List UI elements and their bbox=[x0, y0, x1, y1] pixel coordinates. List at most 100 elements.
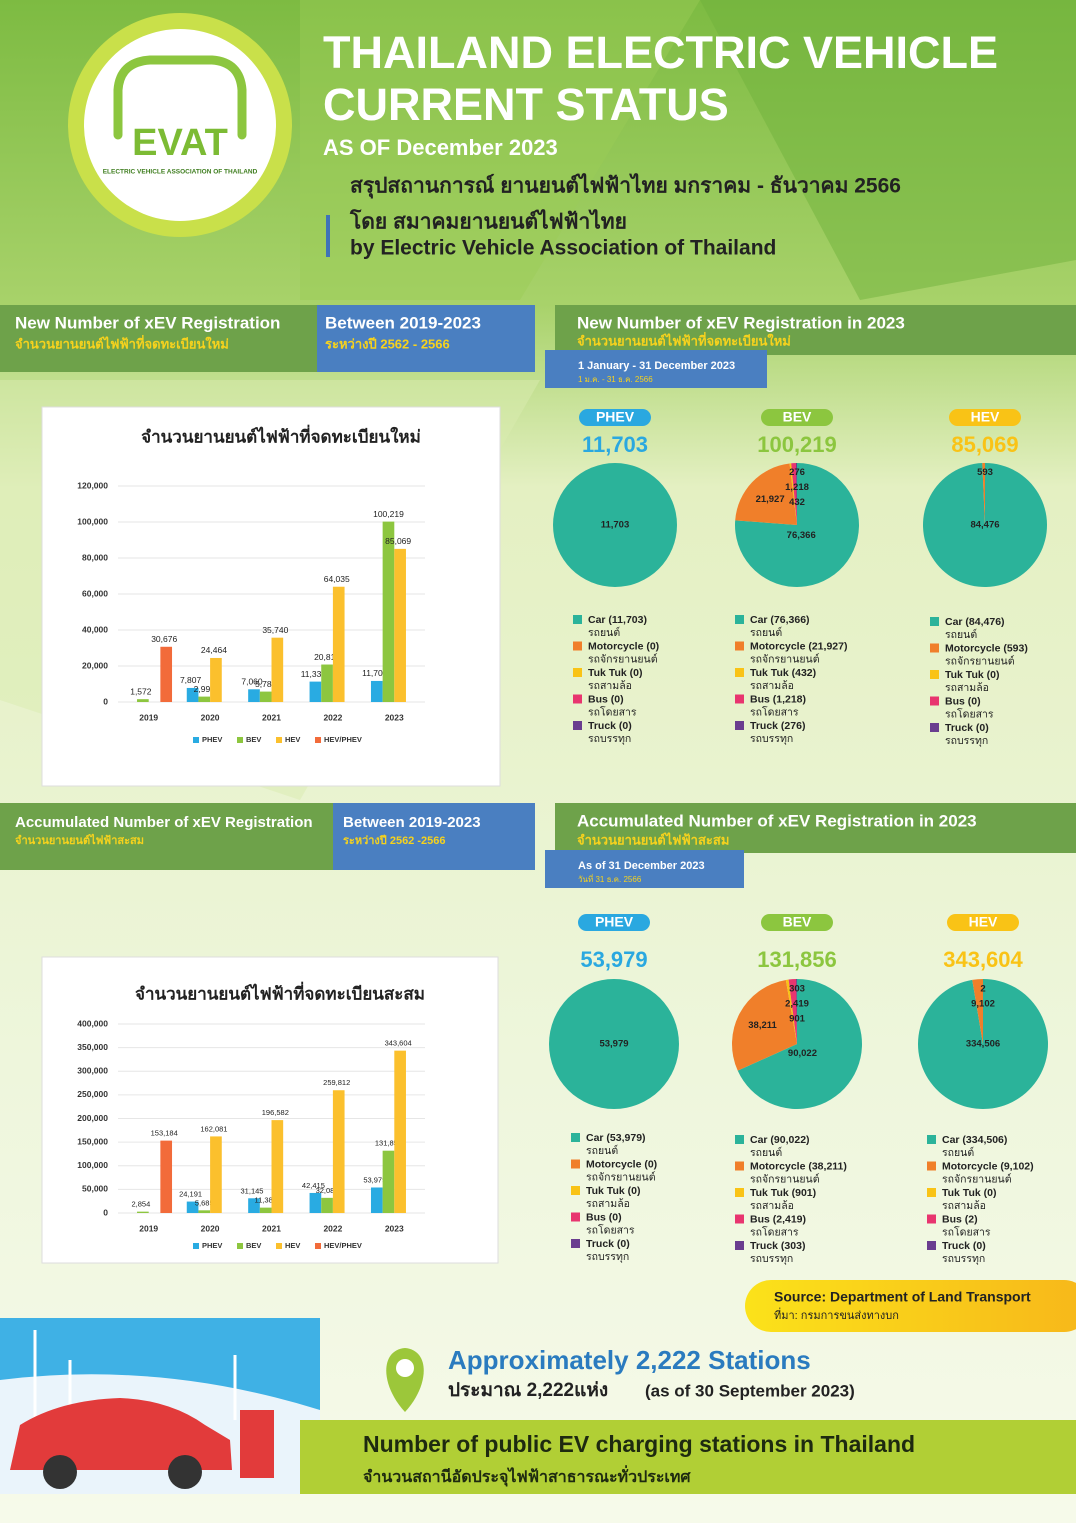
legend-label-th: รถบรรทุก bbox=[750, 733, 793, 745]
legend-swatch bbox=[571, 1133, 580, 1142]
slice-label: 76,366 bbox=[787, 530, 816, 541]
bar bbox=[198, 696, 211, 702]
legend-label: Tuk Tuk (432) bbox=[750, 667, 816, 679]
stations-title: Number of public EV charging stations in… bbox=[363, 1431, 915, 1457]
legend-swatch bbox=[735, 721, 744, 730]
legend-label-th: รถโดยสาร bbox=[586, 1223, 635, 1236]
slice-label: 334,506 bbox=[966, 1039, 1000, 1050]
section-sub: จำนวนยานยนต์ไฟฟ้าสะสม bbox=[577, 831, 729, 847]
legend-label: BEV bbox=[246, 1241, 261, 1250]
legend-label: Bus (1,218) bbox=[750, 693, 806, 705]
period-th: ระหว่างปี 2562 -2566 bbox=[343, 834, 446, 847]
y-tick-label: 0 bbox=[103, 696, 108, 706]
pie-slice bbox=[796, 979, 797, 1044]
logo-mark: EVAT bbox=[132, 122, 228, 164]
pie-slice bbox=[735, 463, 797, 525]
pie-slice bbox=[917, 979, 1048, 1109]
slice-label: 432 bbox=[789, 497, 805, 508]
legend-label-th: รถจักรยานยนต์ bbox=[586, 1170, 656, 1183]
legend-label-th: รถโดยสาร bbox=[750, 705, 799, 718]
banner-date bbox=[545, 850, 744, 888]
banner-period bbox=[317, 305, 535, 372]
data-label: 53,979 bbox=[363, 1175, 386, 1184]
legend-swatch bbox=[573, 615, 582, 624]
data-label: 24,464 bbox=[201, 645, 227, 655]
data-label: 153,184 bbox=[151, 1129, 178, 1138]
bar bbox=[160, 646, 173, 702]
legend-label: Truck (0) bbox=[942, 1240, 986, 1252]
source-box bbox=[745, 1280, 1076, 1332]
legend-label: Motorcycle (0) bbox=[586, 1158, 657, 1170]
slice-label: 901 bbox=[789, 1013, 806, 1024]
section-title: New Number of xEV Registration in 2023 bbox=[577, 313, 905, 332]
section-sub: จำนวนยานยนต์ไฟฟ้าสะสม bbox=[15, 833, 144, 847]
x-tick-label: 2022 bbox=[323, 1223, 342, 1233]
data-label: 343,604 bbox=[385, 1039, 412, 1048]
x-tick-label: 2019 bbox=[139, 712, 158, 722]
legend-swatch bbox=[930, 723, 939, 732]
bar bbox=[160, 1140, 173, 1213]
legend-swatch bbox=[735, 1188, 744, 1197]
bar bbox=[248, 1198, 260, 1213]
legend-label: Car (76,366) bbox=[750, 614, 810, 626]
bar bbox=[198, 1210, 211, 1213]
slice-label: 9,102 bbox=[971, 998, 995, 1009]
y-tick-label: 80,000 bbox=[82, 552, 108, 562]
legend-swatch bbox=[571, 1186, 580, 1195]
legend-label: PHEV bbox=[202, 735, 222, 744]
chart-title: จำนวนยานยนต์ไฟฟ้าที่จดทะเบียนสะสม bbox=[135, 981, 425, 1003]
bg-shape bbox=[700, 0, 1076, 300]
slice-label: 593 bbox=[977, 467, 993, 478]
legend-label-th: รถโดยสาร bbox=[588, 705, 637, 718]
slice-label: 38,211 bbox=[748, 1020, 777, 1031]
legend-label: Motorcycle (0) bbox=[588, 640, 659, 652]
source-th: ที่มา: กรมการขนส่งทางบก bbox=[774, 1307, 899, 1322]
x-tick-label: 2022 bbox=[323, 712, 342, 722]
pie-slice bbox=[737, 979, 862, 1110]
pie-slice bbox=[789, 463, 797, 525]
pie-title-pill bbox=[578, 914, 650, 931]
legend-label: Motorcycle (9,102) bbox=[942, 1160, 1034, 1172]
y-tick-label: 20,000 bbox=[82, 660, 108, 670]
y-tick-label: 40,000 bbox=[82, 624, 108, 634]
slice-label: 303 bbox=[789, 983, 805, 994]
pie-slice bbox=[795, 463, 797, 525]
period: Between 2019-2023 bbox=[325, 313, 481, 332]
banner bbox=[555, 803, 1076, 853]
pie-slice bbox=[549, 979, 679, 1109]
x-tick-label: 2023 bbox=[385, 712, 404, 722]
legend-swatch bbox=[735, 615, 744, 624]
data-label: 5,781 bbox=[255, 679, 277, 689]
legend-swatch bbox=[573, 668, 582, 677]
legend-label-th: รถบรรทุก bbox=[945, 735, 988, 747]
slice-label: 276 bbox=[789, 467, 805, 478]
pie-total: 53,979 bbox=[580, 947, 647, 972]
banner bbox=[555, 305, 1076, 355]
bar bbox=[394, 1050, 406, 1213]
date: As of 31 December 2023 bbox=[578, 860, 705, 872]
y-tick-label: 60,000 bbox=[82, 588, 108, 598]
pie-title: HEV bbox=[969, 914, 998, 930]
pie-title-pill bbox=[761, 914, 833, 931]
pie-title-pill bbox=[949, 409, 1021, 426]
section-title: Accumulated Number of xEV Registration bbox=[15, 814, 313, 831]
data-label: 35,740 bbox=[262, 625, 288, 635]
slice-label: 1,218 bbox=[785, 482, 809, 493]
legend-label-th: รถโดยสาร bbox=[750, 1225, 799, 1238]
pie-slice bbox=[785, 979, 797, 1044]
pie-total: 100,219 bbox=[757, 432, 837, 457]
legend-swatch bbox=[930, 643, 939, 653]
x-tick-label: 2020 bbox=[201, 712, 220, 722]
bar bbox=[332, 1090, 345, 1213]
bar bbox=[309, 1192, 322, 1213]
y-tick-label: 100,000 bbox=[77, 516, 108, 526]
legend-swatch bbox=[735, 641, 744, 651]
pie-title: BEV bbox=[783, 914, 812, 930]
legend-label-th: รถบรรทุก bbox=[942, 1253, 985, 1265]
pie-title: PHEV bbox=[595, 914, 634, 930]
date-th: 1 ม.ค. - 31 ธ.ค. 2566 bbox=[578, 375, 653, 384]
section-sub: จำนวนยานยนต์ไฟฟ้าที่จดทะเบียนใหม่ bbox=[15, 334, 229, 351]
legend-label: HEV/PHEV bbox=[324, 1241, 362, 1250]
data-label: 259,812 bbox=[323, 1078, 350, 1087]
pie-total: 85,069 bbox=[951, 432, 1018, 457]
